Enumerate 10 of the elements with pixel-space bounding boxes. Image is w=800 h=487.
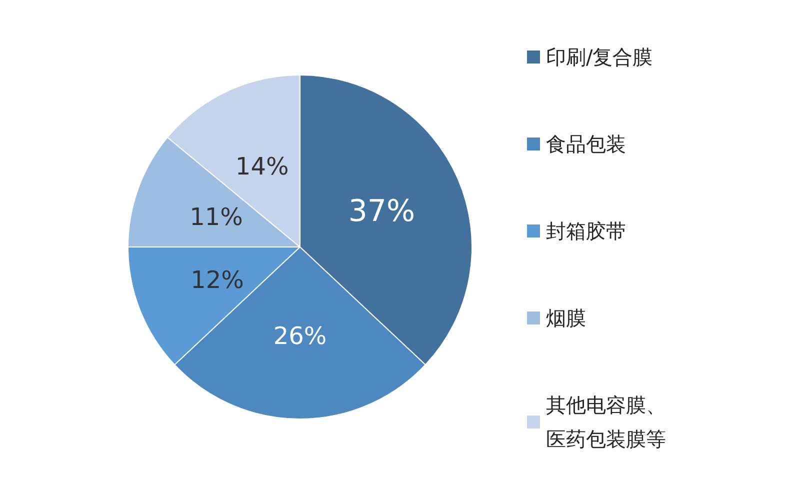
data-label: 14% [235,152,289,180]
data-label: 26% [273,322,327,350]
legend-label: 食品包装 [546,132,626,156]
legend-label: 其他电容膜、医药包装膜等 [546,393,666,451]
legend-label: 烟膜 [546,306,586,330]
legend-label: 封箱胶带 [546,219,626,243]
data-label: 12% [190,266,244,294]
data-label: 11% [190,202,243,231]
data-label: 37% [348,194,416,230]
legend-label: 印刷/复合膜 [546,45,653,69]
